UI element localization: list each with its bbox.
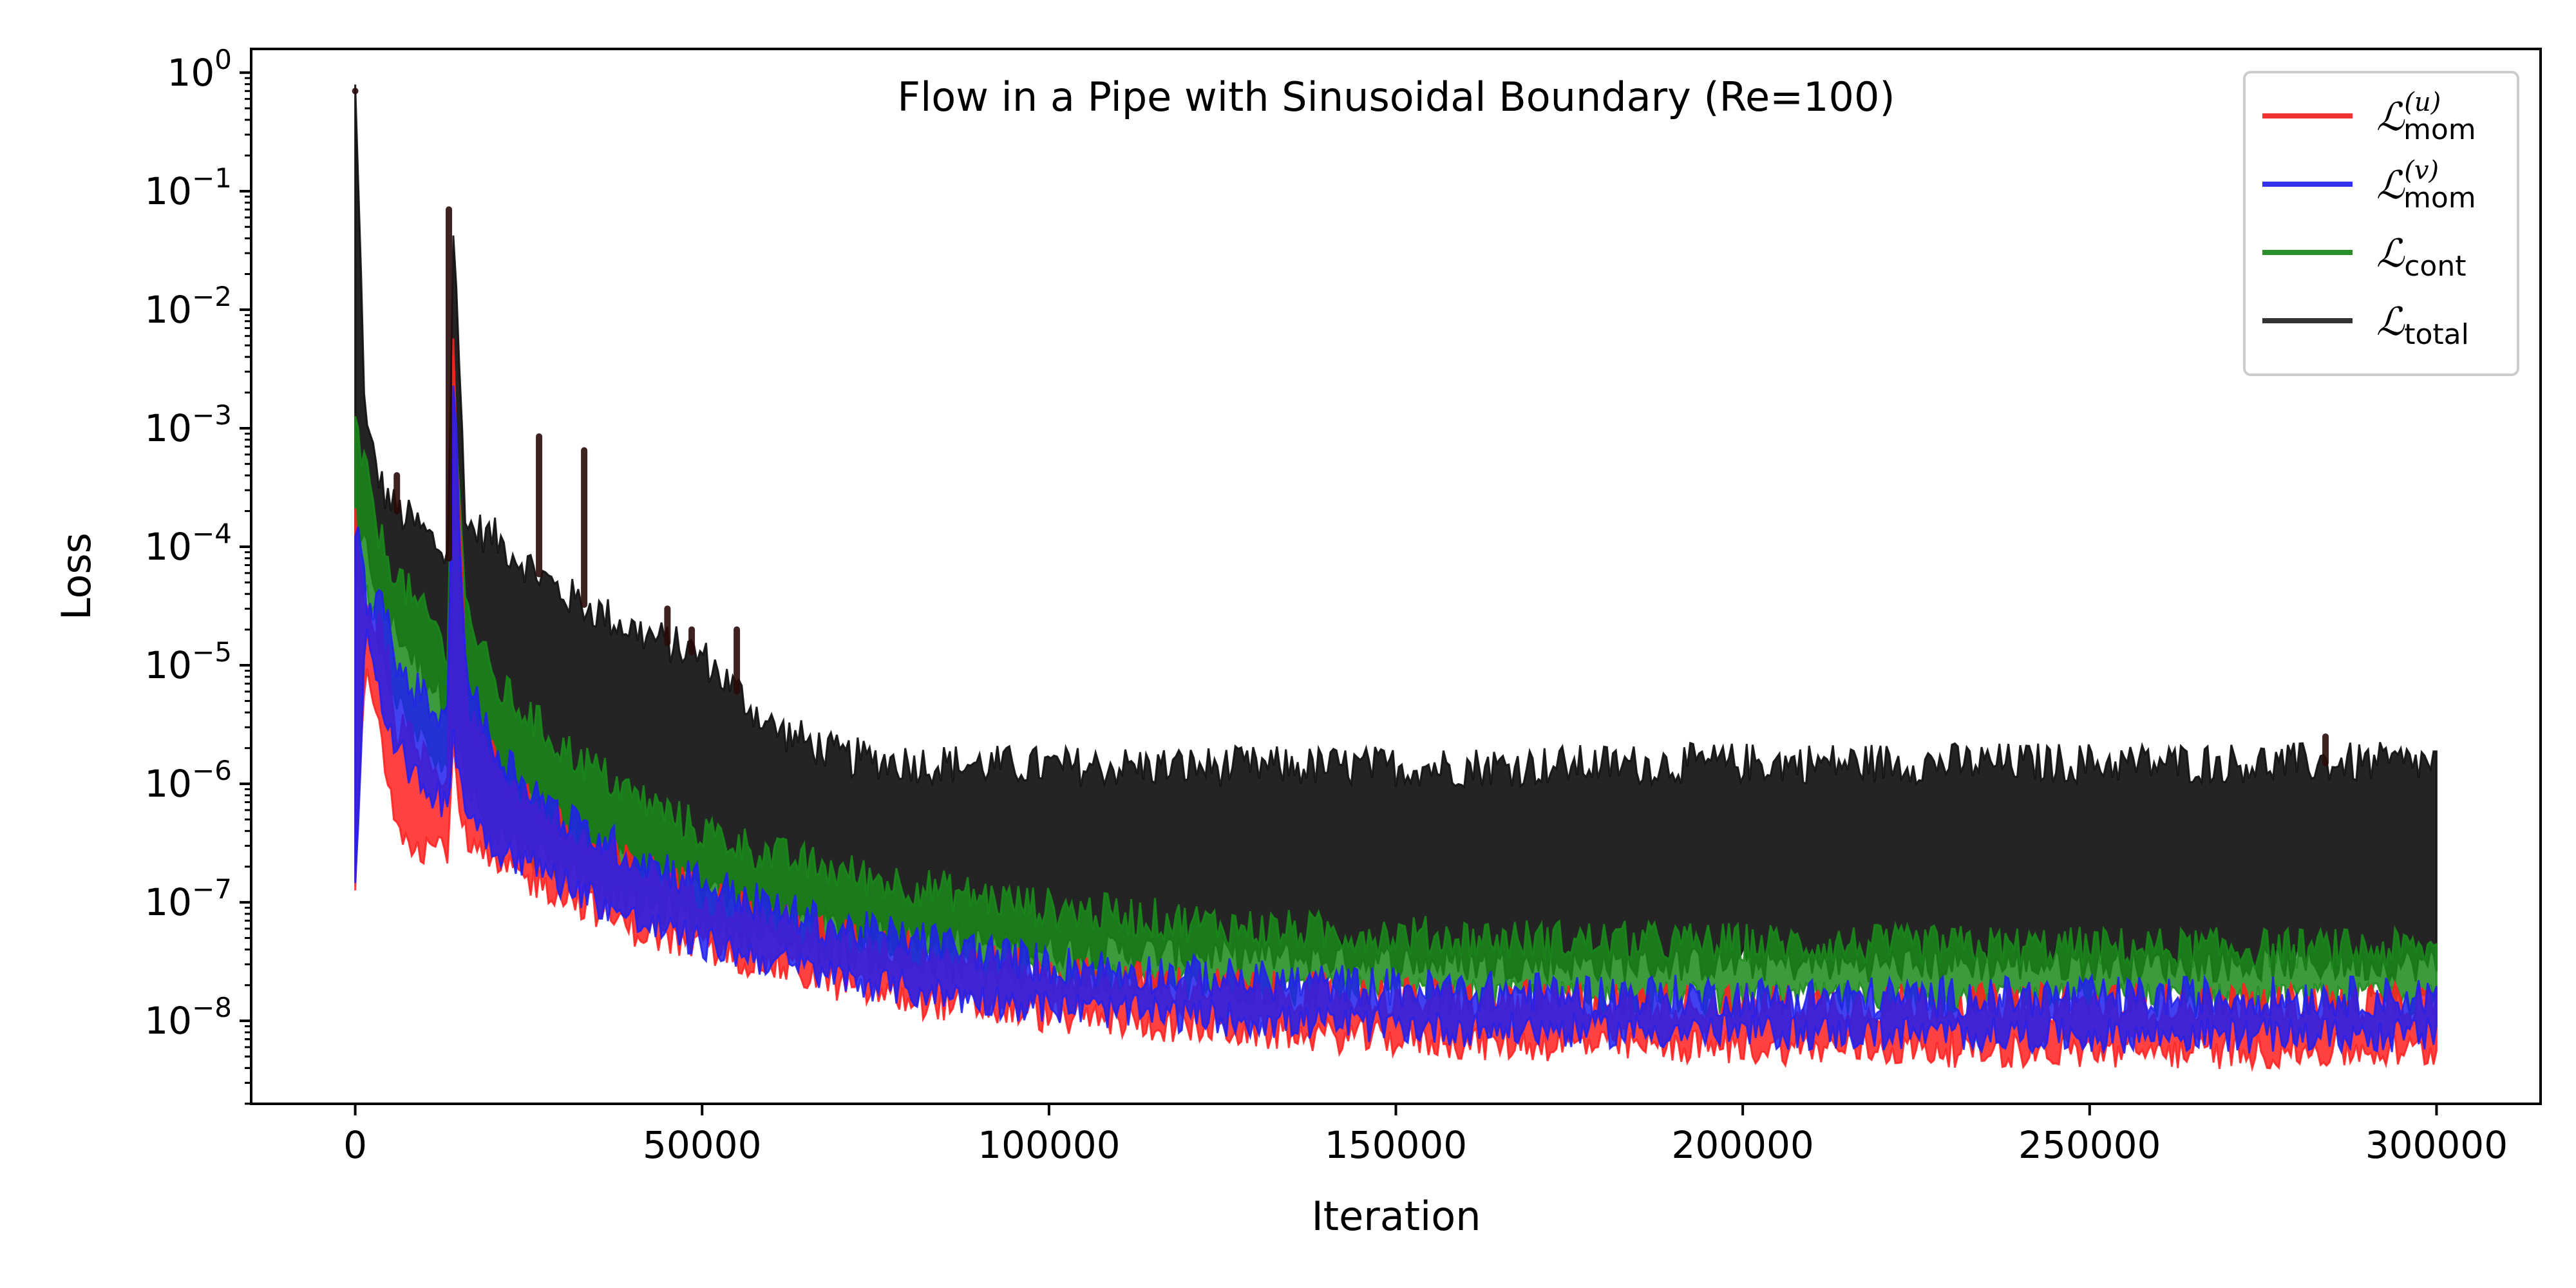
legend-label: ℒtotal [2376, 299, 2469, 351]
legend-label: ℒ(v) mom [2376, 156, 2476, 214]
y-axis-ticks: 100 10−1 10−2 10−3 10−4 10−5 10−6 10−7 10−8 [144, 44, 251, 1105]
x-tick-label: 100000 [978, 1123, 1120, 1167]
y-tick-label: 10−5 [144, 636, 232, 687]
y-tick-label: 10−2 [144, 281, 232, 332]
y-tick-label: 10−8 [144, 992, 232, 1043]
series-bands [354, 84, 2438, 1072]
legend-box [2243, 71, 2519, 376]
legend: ℒ(u) mom ℒ(v) mom ℒcont ℒtotal [2243, 71, 2519, 376]
x-tick-label: 300000 [2365, 1123, 2508, 1167]
x-tick-label: 200000 [1671, 1123, 1814, 1167]
x-axis-ticks: 0 50000 100000 150000 200000 250000 300000 [343, 1104, 2508, 1167]
y-tick-label: 10−3 [144, 399, 232, 450]
y-axis-label: Loss [53, 533, 100, 620]
x-tick-label: 0 [343, 1123, 367, 1167]
x-axis-label: Iteration [1312, 1193, 1481, 1240]
legend-label: ℒcont [2376, 231, 2466, 283]
y-tick-label: 10−7 [144, 873, 232, 924]
x-tick-label: 50000 [643, 1123, 762, 1167]
legend-label: ℒ(u) mom [2376, 88, 2476, 146]
y-tick-label: 10−6 [144, 755, 232, 806]
x-tick-label: 150000 [1325, 1123, 1467, 1167]
y-tick-label: 10−1 [144, 162, 232, 213]
loss-spikes [352, 88, 2329, 766]
x-tick-label: 250000 [2018, 1123, 2161, 1167]
y-tick-label: 10−4 [144, 518, 232, 569]
series-band-1 [354, 385, 2438, 1056]
y-tick-label: 100 [167, 44, 232, 95]
chart-title: Flow in a Pipe with Sinusoidal Boundary … [897, 73, 1895, 120]
